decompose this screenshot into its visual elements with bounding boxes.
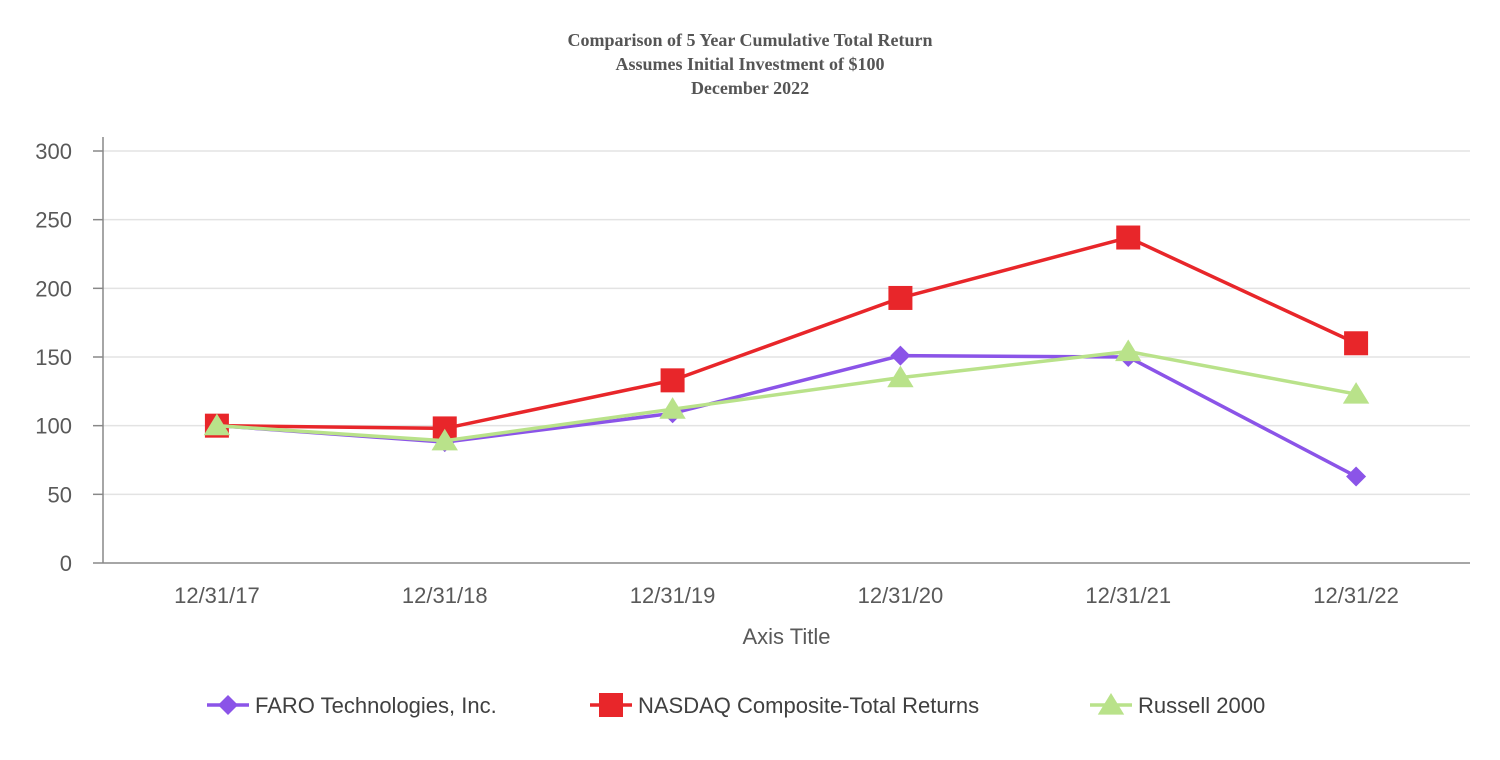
x-tick-label: 12/31/19 bbox=[630, 583, 716, 608]
data-point-1-4 bbox=[1116, 225, 1141, 250]
data-point-2-5 bbox=[1342, 382, 1370, 404]
data-point-1-2 bbox=[660, 368, 685, 393]
legend-label-0: FARO Technologies, Inc. bbox=[255, 693, 497, 718]
chart-title: Comparison of 5 Year Cumulative Total Re… bbox=[567, 30, 933, 50]
chart-subtitle: Assumes Initial Investment of $100 bbox=[615, 54, 885, 74]
x-axis-title: Axis Title bbox=[742, 624, 830, 649]
y-tick-label: 300 bbox=[35, 139, 72, 164]
y-tick-label: 200 bbox=[35, 276, 72, 301]
data-point-0-3 bbox=[890, 345, 911, 366]
y-tick-label: 100 bbox=[35, 414, 72, 439]
data-point-1-3 bbox=[888, 285, 913, 310]
legend-marker-2 bbox=[1097, 693, 1125, 715]
data-point-2-0 bbox=[203, 413, 231, 436]
legend-label-1: NASDAQ Composite-Total Returns bbox=[638, 693, 979, 718]
x-tick-label: 12/31/17 bbox=[174, 583, 260, 608]
legend-label-2: Russell 2000 bbox=[1138, 693, 1265, 718]
data-point-2-4 bbox=[1115, 339, 1142, 362]
data-point-2-1 bbox=[431, 428, 458, 451]
legend-marker-1 bbox=[599, 693, 623, 717]
data-point-1-5 bbox=[1344, 331, 1369, 356]
x-tick-label: 12/31/18 bbox=[402, 583, 488, 608]
y-tick-label: 50 bbox=[48, 482, 72, 507]
y-tick-label: 0 bbox=[60, 551, 72, 576]
x-tick-label: 12/31/21 bbox=[1085, 583, 1171, 608]
x-tick-label: 12/31/20 bbox=[858, 583, 944, 608]
y-tick-label: 150 bbox=[35, 345, 72, 370]
data-point-2-3 bbox=[887, 365, 914, 388]
chart-date: December 2022 bbox=[690, 78, 810, 98]
x-tick-label: 12/31/22 bbox=[1313, 583, 1399, 608]
data-point-0-5 bbox=[1346, 466, 1367, 487]
series-line-2 bbox=[216, 349, 1357, 443]
series-line-0 bbox=[216, 353, 1357, 479]
data-point-2-2 bbox=[659, 397, 686, 419]
legend-marker-0 bbox=[218, 695, 238, 715]
y-tick-label: 250 bbox=[35, 208, 72, 233]
series-line-1 bbox=[216, 235, 1357, 431]
